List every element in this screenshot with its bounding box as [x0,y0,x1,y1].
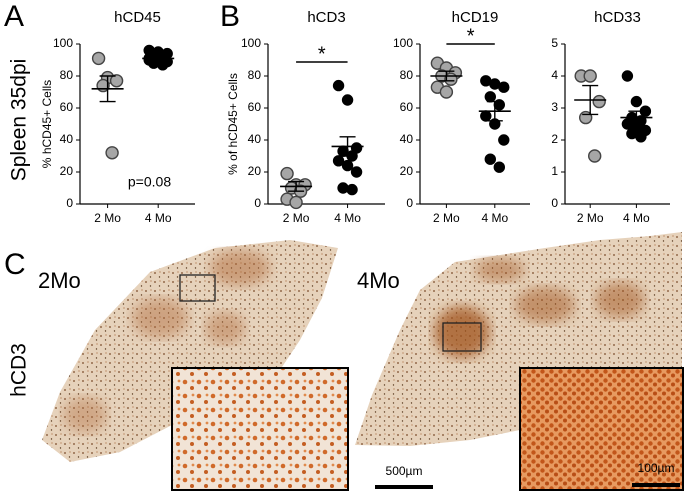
y-tick-label: 60 [60,100,74,114]
annotation: p=0.08 [128,174,171,190]
data-point [280,166,294,181]
y-tick-label: 1 [551,164,558,178]
y-tick-label: 40 [248,132,262,146]
histology-label: 2Mo [38,268,81,293]
data-point [498,81,510,93]
y-axis-label: % hCD45+ Cells [40,80,54,168]
y-tick-label: 20 [248,164,262,178]
y-tick-label: 0 [66,196,73,210]
y-tick-label: 4 [551,68,558,82]
panel-label: B [220,0,240,33]
data-point [592,94,606,109]
inset [171,367,349,491]
y-tick-label: 0 [406,196,413,210]
significance-mark: * [467,25,475,47]
data-point [346,183,358,196]
data-point [91,51,106,66]
histology-left [42,240,349,491]
data-point [337,182,349,194]
tissue [42,240,338,462]
stain-region [205,312,245,344]
x-tick-label: 4 Mo [145,211,172,225]
y-tick-label: 100 [241,36,261,50]
data-point [484,153,496,165]
data-point [630,95,643,108]
y-tick-label: 80 [400,68,414,82]
scale-bar [375,485,433,489]
x-tick-label: 4 Mo [334,211,361,225]
row-label: Spleen 35dpi [8,59,31,182]
data-point [583,69,597,83]
data-point [156,59,169,71]
data-point [332,79,345,92]
data-point [289,195,303,210]
stain-label: hCD3 [8,343,31,397]
stain-region [515,287,575,323]
data-point [484,91,496,103]
y-tick-label: 20 [400,164,414,178]
data-point [498,134,510,146]
y-tick-label: 0 [551,196,558,210]
data-point [621,70,634,82]
data-point [635,131,647,143]
histology-label: 4Mo [357,268,400,293]
x-tick-label: 4 Mo [623,211,650,225]
data-point [480,110,492,122]
panel-label: C [4,248,26,281]
y-tick-label: 3 [551,100,558,114]
x-tick-label: 2 Mo [577,211,604,225]
data-point [493,161,505,173]
chart-title: hCD3 [307,9,345,26]
y-tick-label: 0 [254,196,261,210]
y-tick-label: 2 [551,132,558,146]
histology-right [355,232,684,491]
stain-region [475,258,525,282]
stain-region [132,298,188,338]
significance-mark: * [318,43,326,65]
stain-region [63,397,107,433]
data-point [350,166,363,178]
y-tick-label: 60 [400,100,414,114]
y-tick-label: 80 [60,68,74,82]
y-tick-label: 5 [551,36,558,50]
roi-box [442,322,482,352]
stain-region [210,250,270,286]
y-tick-label: 60 [248,100,262,114]
x-tick-label: 2 Mo [283,211,310,225]
roi-box [179,274,216,302]
x-tick-label: 4 Mo [481,211,508,225]
data-point [588,149,602,163]
data-point [332,155,345,167]
chart-title: hCD45 [114,9,161,26]
y-tick-label: 40 [400,132,414,146]
chart-title: hCD19 [452,9,499,26]
scale-label: 100µm [638,461,675,475]
stain-region [434,306,490,358]
data-point [341,94,354,106]
y-tick-label: 40 [60,132,74,146]
tissue [355,232,682,446]
scale-label: 500µm [386,464,423,478]
x-tick-label: 2 Mo [433,211,460,225]
y-axis-label: % of hCD45+ Cells [226,73,240,175]
data-point [341,159,354,172]
x-tick-label: 2 Mo [94,211,121,225]
inset [519,367,684,491]
y-tick-label: 80 [248,68,262,82]
data-point [439,85,454,99]
data-point [109,74,124,88]
panel-label: A [4,0,24,33]
chart-title: hCD33 [594,9,641,26]
y-tick-label: 20 [60,164,74,178]
y-tick-label: 100 [53,36,73,50]
scale-bar [632,483,680,487]
y-tick-label: 100 [393,36,413,50]
stain-region [595,282,645,318]
data-point [105,146,119,160]
